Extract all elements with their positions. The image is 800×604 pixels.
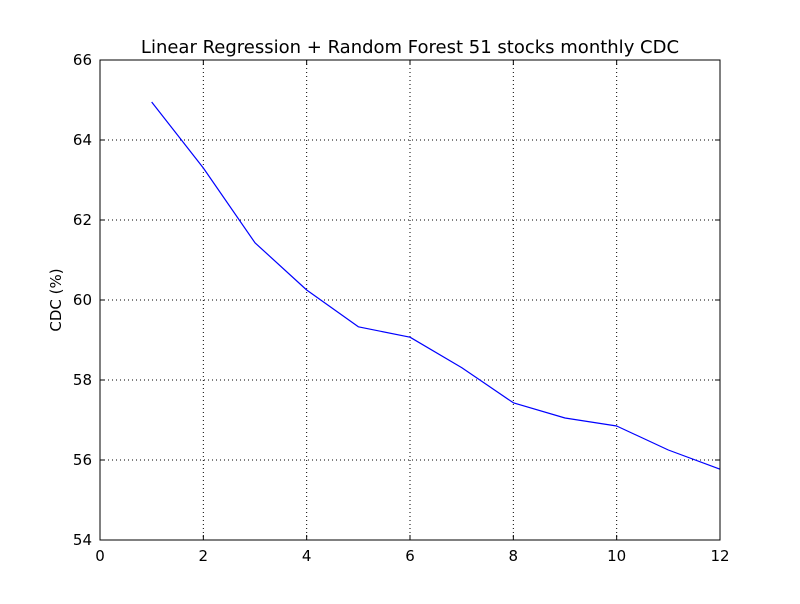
series-line (151, 101, 721, 470)
y-axis-label: CDC (%) (47, 268, 65, 331)
x-tick-label: 10 (607, 547, 626, 565)
y-tick-label: 58 (73, 371, 92, 389)
x-axis: 0 2 4 6 8 10 12 (95, 60, 730, 565)
y-tick-label: 56 (73, 451, 92, 469)
x-tick-label: 12 (710, 547, 729, 565)
y-axis: 54 56 58 60 62 64 66 (73, 51, 720, 549)
y-tick-label: 66 (73, 51, 92, 69)
x-tick-label: 4 (302, 547, 312, 565)
y-tick-label: 62 (73, 211, 92, 229)
x-tick-label: 6 (405, 547, 415, 565)
y-tick-label: 64 (73, 131, 92, 149)
y-tick-label: 60 (73, 291, 92, 309)
grid-lines (100, 60, 720, 540)
y-tick-label: 54 (73, 531, 92, 549)
x-tick-label: 0 (95, 547, 105, 565)
x-tick-label: 2 (199, 547, 209, 565)
x-tick-label: 8 (509, 547, 519, 565)
series-layer (151, 101, 721, 470)
chart-title: Linear Regression + Random Forest 51 sto… (141, 37, 679, 58)
